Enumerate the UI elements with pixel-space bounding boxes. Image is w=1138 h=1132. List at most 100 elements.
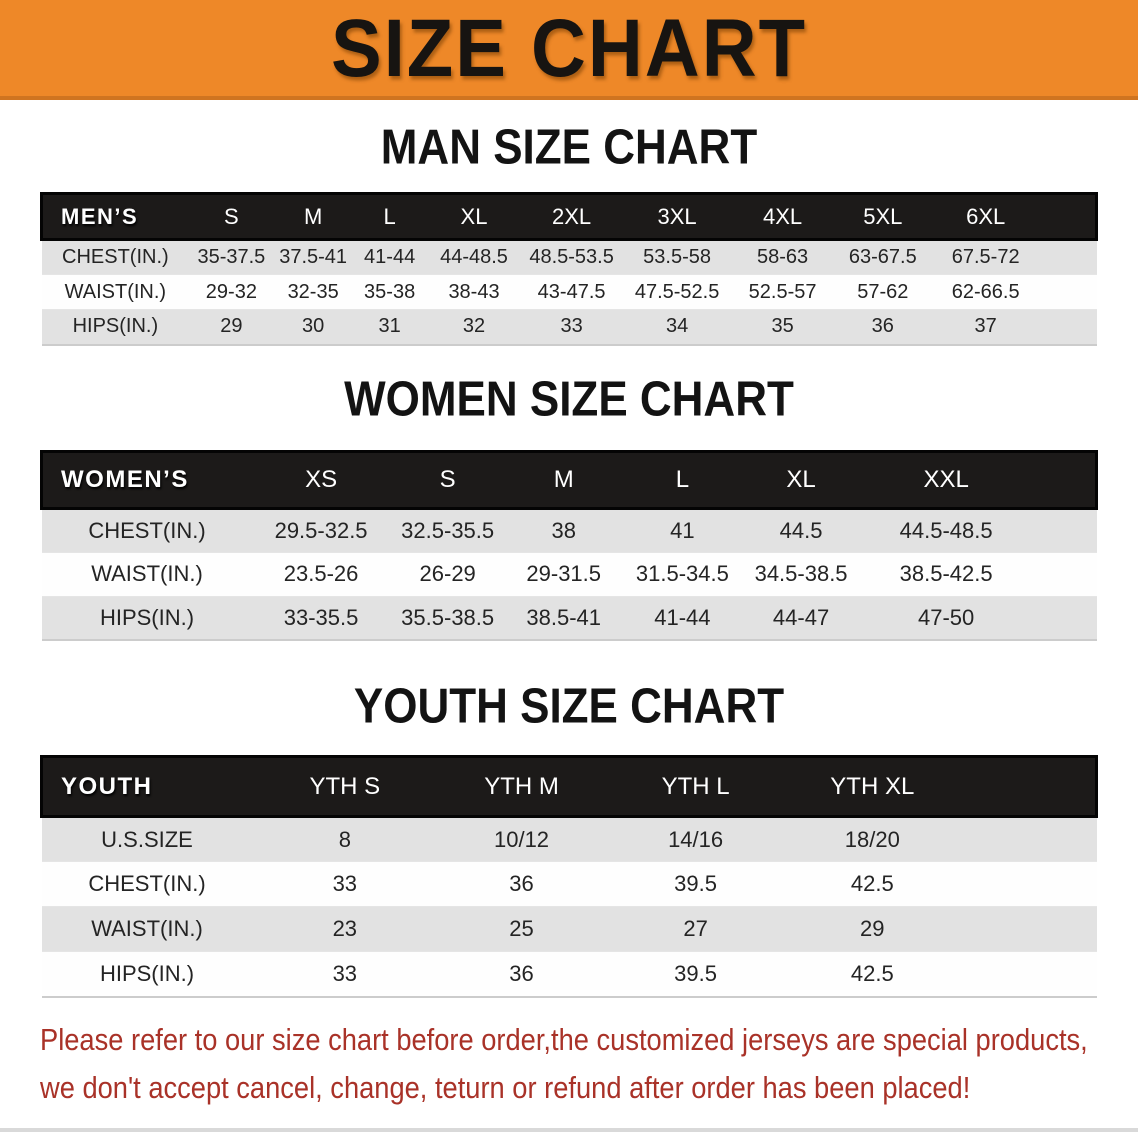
value-cell: 41-44 xyxy=(352,239,427,275)
value-cell: 57-62 xyxy=(832,274,933,310)
men-header-row: MEN’S S M L XL 2XL 3XL 4XL 5XL 6XL xyxy=(40,192,1099,241)
value-cell: 29-31.5 xyxy=(505,552,622,597)
spacer-cell xyxy=(959,951,1097,997)
value-cell: 26-29 xyxy=(389,552,506,597)
size-header-cell: XXL xyxy=(859,449,1034,510)
value-cell: 41 xyxy=(621,508,744,553)
youth-group-label: YOUTH xyxy=(40,755,253,818)
bottom-edge-line xyxy=(0,1128,1138,1132)
value-cell: 33-35.5 xyxy=(252,596,390,641)
value-cell: 31 xyxy=(352,309,427,345)
value-cell: 34 xyxy=(621,309,733,345)
size-header-cell: L xyxy=(621,449,744,510)
women-size-table: WOMEN’S XS S M L XL XXL CHEST(IN.) 29.5-… xyxy=(40,449,1099,641)
size-header-cell: M xyxy=(505,449,622,510)
size-header-cell: YTH S xyxy=(252,755,438,818)
row-label: WAIST(IN.) xyxy=(41,552,253,597)
value-cell: 38.5-41 xyxy=(505,596,622,641)
spacer-cell xyxy=(1038,309,1097,345)
value-cell: 44.5-48.5 xyxy=(859,508,1034,553)
size-header-cell: XS xyxy=(252,449,390,510)
value-cell: 31.5-34.5 xyxy=(621,552,744,597)
value-cell: 36 xyxy=(437,951,606,997)
value-cell: 41-44 xyxy=(621,596,744,641)
value-cell: 58-63 xyxy=(732,239,833,275)
size-header-cell: YTH M xyxy=(437,755,606,818)
men-chest-row: CHEST(IN.) 35-37.5 37.5-41 41-44 44-48.5… xyxy=(41,239,1097,275)
size-chart-banner: SIZE CHART xyxy=(0,0,1138,100)
value-cell: 14/16 xyxy=(605,816,786,862)
women-hips-row: HIPS(IN.) 33-35.5 35.5-38.5 38.5-41 41-4… xyxy=(41,596,1097,641)
value-cell: 67.5-72 xyxy=(932,239,1039,275)
spacer-cell xyxy=(959,755,1099,818)
banner-title: SIZE CHART xyxy=(331,2,807,94)
youth-ussize-row: U.S.SIZE 8 10/12 14/16 18/20 xyxy=(41,816,1097,862)
disclaimer-text: Please refer to our size chart before or… xyxy=(40,1016,1088,1112)
value-cell: 29-32 xyxy=(189,274,274,310)
size-header-cell: XL xyxy=(743,449,860,510)
value-cell: 42.5 xyxy=(785,951,960,997)
value-cell: 34.5-38.5 xyxy=(743,552,860,597)
row-label: CHEST(IN.) xyxy=(41,239,190,275)
spacer-cell xyxy=(959,816,1097,862)
value-cell: 48.5-53.5 xyxy=(521,239,622,275)
value-cell: 29.5-32.5 xyxy=(252,508,390,553)
size-header-cell: S xyxy=(189,192,274,241)
value-cell: 23.5-26 xyxy=(252,552,390,597)
youth-waist-row: WAIST(IN.) 23 25 27 29 xyxy=(41,906,1097,952)
value-cell: 44-47 xyxy=(743,596,860,641)
value-cell: 38.5-42.5 xyxy=(859,552,1034,597)
disclaimer-line-1: Please refer to our size chart before or… xyxy=(40,1021,1088,1057)
value-cell: 37 xyxy=(932,309,1039,345)
value-cell: 44.5 xyxy=(743,508,860,553)
spacer-cell xyxy=(1038,192,1099,241)
women-waist-row: WAIST(IN.) 23.5-26 26-29 29-31.5 31.5-34… xyxy=(41,552,1097,597)
size-header-cell: L xyxy=(352,192,427,241)
value-cell: 53.5-58 xyxy=(621,239,733,275)
spacer-cell xyxy=(1033,508,1097,553)
spacer-cell xyxy=(959,861,1097,907)
value-cell: 39.5 xyxy=(605,951,786,997)
value-cell: 35.5-38.5 xyxy=(389,596,506,641)
youth-size-table: YOUTH YTH S YTH M YTH L YTH XL U.S.SIZE … xyxy=(40,755,1099,998)
value-cell: 63-67.5 xyxy=(832,239,933,275)
value-cell: 32.5-35.5 xyxy=(389,508,506,553)
disclaimer-line-2: we don't accept cancel, change, teturn o… xyxy=(40,1069,971,1105)
row-label: WAIST(IN.) xyxy=(41,274,190,310)
size-header-cell: YTH L xyxy=(605,755,786,818)
value-cell: 38 xyxy=(505,508,622,553)
size-header-cell: 4XL xyxy=(732,192,833,241)
value-cell: 29 xyxy=(785,906,960,952)
size-header-cell: XL xyxy=(426,192,522,241)
youth-chest-row: CHEST(IN.) 33 36 39.5 42.5 xyxy=(41,861,1097,907)
row-label: HIPS(IN.) xyxy=(41,951,253,997)
value-cell: 42.5 xyxy=(785,861,960,907)
value-cell: 43-47.5 xyxy=(521,274,622,310)
men-group-label: MEN’S xyxy=(40,192,190,241)
women-header-row: WOMEN’S XS S M L XL XXL xyxy=(40,449,1099,510)
men-hips-row: HIPS(IN.) 29 30 31 32 33 34 35 36 37 xyxy=(41,309,1097,345)
size-header-cell: 3XL xyxy=(621,192,733,241)
size-header-cell: 6XL xyxy=(932,192,1039,241)
value-cell: 35-38 xyxy=(352,274,427,310)
youth-section-heading: YOUTH SIZE CHART xyxy=(353,679,785,734)
size-header-cell: 2XL xyxy=(521,192,622,241)
size-header-cell: S xyxy=(389,449,506,510)
youth-header-row: YOUTH YTH S YTH M YTH L YTH XL xyxy=(40,755,1099,818)
value-cell: 25 xyxy=(437,906,606,952)
spacer-cell xyxy=(1038,274,1097,310)
women-chest-row: CHEST(IN.) 29.5-32.5 32.5-35.5 38 41 44.… xyxy=(41,508,1097,553)
spacer-cell xyxy=(959,906,1097,952)
value-cell: 35-37.5 xyxy=(189,239,274,275)
value-cell: 52.5-57 xyxy=(732,274,833,310)
spacer-cell xyxy=(1033,449,1099,510)
value-cell: 47.5-52.5 xyxy=(621,274,733,310)
value-cell: 37.5-41 xyxy=(273,239,353,275)
value-cell: 10/12 xyxy=(437,816,606,862)
size-header-cell: M xyxy=(273,192,353,241)
value-cell: 36 xyxy=(437,861,606,907)
men-waist-row: WAIST(IN.) 29-32 32-35 35-38 38-43 43-47… xyxy=(41,274,1097,310)
size-header-cell: 5XL xyxy=(832,192,933,241)
men-section-heading: MAN SIZE CHART xyxy=(380,119,758,175)
spacer-cell xyxy=(1038,239,1097,275)
